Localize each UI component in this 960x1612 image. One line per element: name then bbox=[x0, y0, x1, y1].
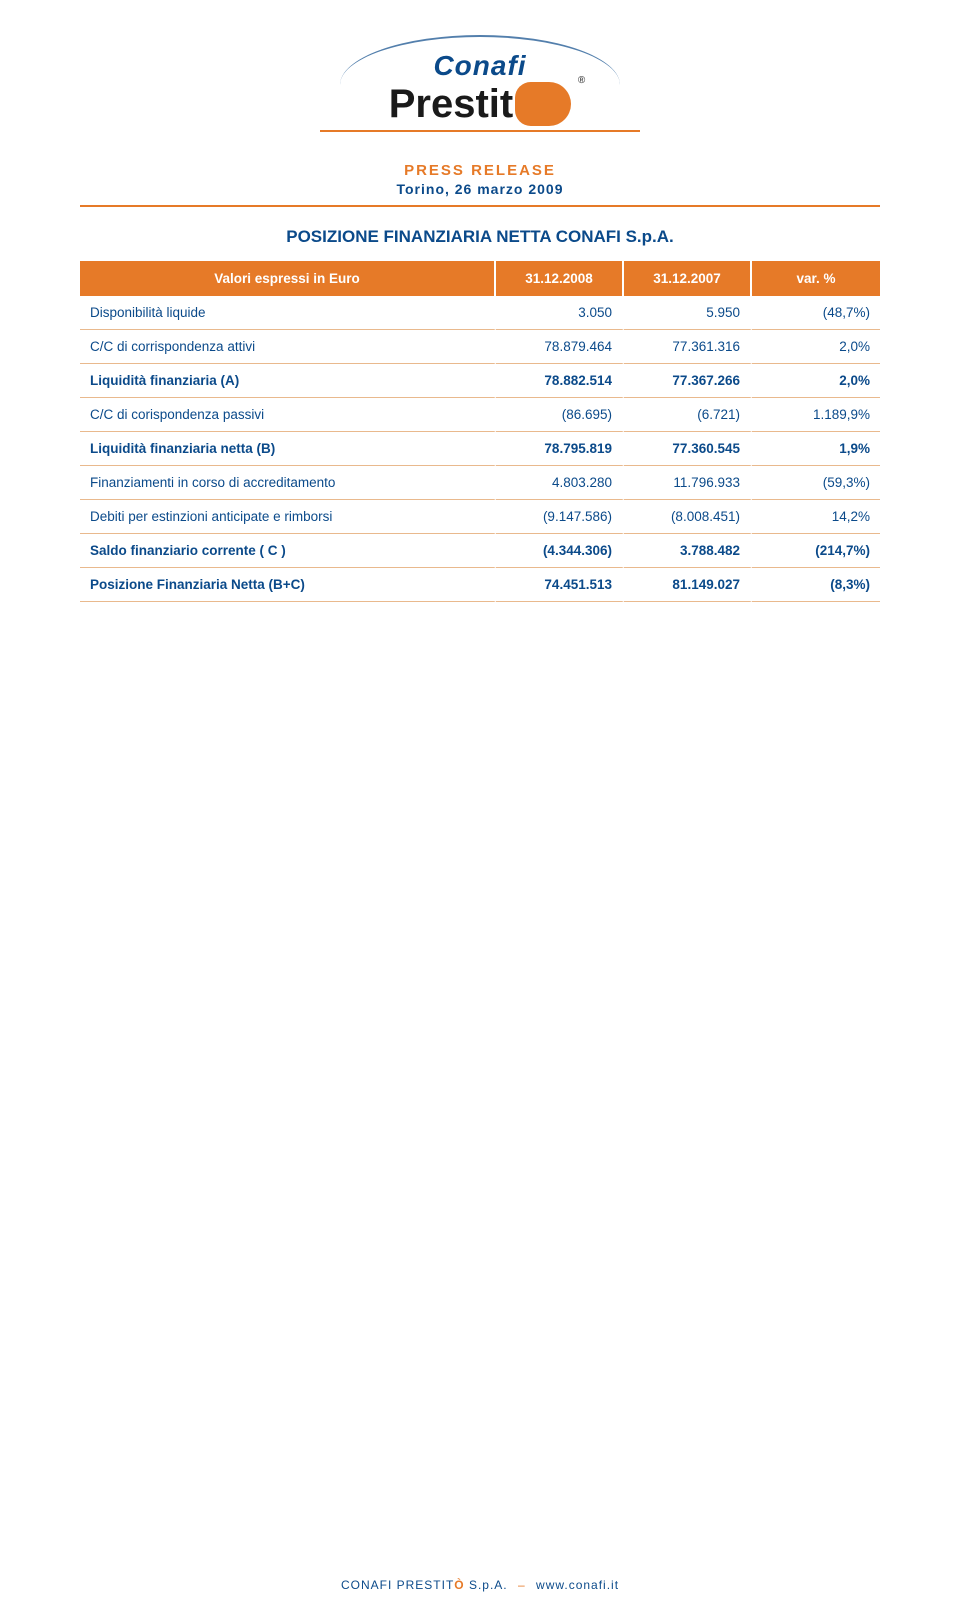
row-value: 78.882.514 bbox=[496, 364, 624, 398]
footer-company-prefix: CONAFI PRESTIT bbox=[341, 1578, 454, 1592]
row-value: 78.879.464 bbox=[496, 330, 624, 364]
footer-url: www.conafi.it bbox=[536, 1578, 619, 1592]
row-label: Finanziamenti in corso di accreditamento bbox=[80, 466, 496, 500]
table-row: Posizione Finanziaria Netta (B+C)74.451.… bbox=[80, 568, 880, 602]
row-value: 74.451.513 bbox=[496, 568, 624, 602]
row-value: 5.950 bbox=[624, 296, 752, 330]
logo-o-icon bbox=[515, 82, 571, 126]
logo: Conafi Prestit bbox=[80, 40, 880, 142]
row-value: (8,3%) bbox=[752, 568, 880, 602]
row-label: Saldo finanziario corrente ( C ) bbox=[80, 534, 496, 568]
row-label: Liquidità finanziaria (A) bbox=[80, 364, 496, 398]
row-value: 4.803.280 bbox=[496, 466, 624, 500]
row-label: Posizione Finanziaria Netta (B+C) bbox=[80, 568, 496, 602]
table-row: C/C di corispondenza passivi(86.695)(6.7… bbox=[80, 398, 880, 432]
footer-company-o: Ò bbox=[454, 1578, 464, 1592]
row-value: 77.360.545 bbox=[624, 432, 752, 466]
row-value: (59,3%) bbox=[752, 466, 880, 500]
table-row: Debiti per estinzioni anticipate e rimbo… bbox=[80, 500, 880, 534]
table-row: Liquidità finanziaria (A)78.882.51477.36… bbox=[80, 364, 880, 398]
row-label: Disponibilità liquide bbox=[80, 296, 496, 330]
row-label: Debiti per estinzioni anticipate e rimbo… bbox=[80, 500, 496, 534]
row-value: 3.050 bbox=[496, 296, 624, 330]
row-value: (214,7%) bbox=[752, 534, 880, 568]
logo-underline bbox=[320, 130, 640, 132]
row-label: Liquidità finanziaria netta (B) bbox=[80, 432, 496, 466]
page: Conafi Prestit PRESS RELEASE Torino, 26 … bbox=[0, 0, 960, 662]
row-value: (48,7%) bbox=[752, 296, 880, 330]
press-date: Torino, 26 marzo 2009 bbox=[80, 181, 880, 197]
table-header-row: Valori espressi in Euro 31.12.2008 31.12… bbox=[80, 261, 880, 296]
row-value: (8.008.451) bbox=[624, 500, 752, 534]
col-header-2007: 31.12.2007 bbox=[624, 261, 752, 296]
col-header-var: var. % bbox=[752, 261, 880, 296]
row-value: 2,0% bbox=[752, 330, 880, 364]
row-value: 78.795.819 bbox=[496, 432, 624, 466]
table-row: Disponibilità liquide3.0505.950(48,7%) bbox=[80, 296, 880, 330]
row-value: (6.721) bbox=[624, 398, 752, 432]
row-value: 3.788.482 bbox=[624, 534, 752, 568]
table-title: POSIZIONE FINANZIARIA NETTA CONAFI S.p.A… bbox=[80, 227, 880, 247]
table-row: Saldo finanziario corrente ( C )(4.344.3… bbox=[80, 534, 880, 568]
row-value: 77.367.266 bbox=[624, 364, 752, 398]
row-value: 2,0% bbox=[752, 364, 880, 398]
press-release-label: PRESS RELEASE bbox=[80, 162, 880, 179]
row-value: 14,2% bbox=[752, 500, 880, 534]
row-value: 81.149.027 bbox=[624, 568, 752, 602]
footer-company-suffix: S.p.A. bbox=[465, 1578, 508, 1592]
row-value: 11.796.933 bbox=[624, 466, 752, 500]
row-value: 77.361.316 bbox=[624, 330, 752, 364]
col-header-label: Valori espressi in Euro bbox=[80, 261, 496, 296]
table-row: Finanziamenti in corso di accreditamento… bbox=[80, 466, 880, 500]
logo-prestit-prefix: Prestit bbox=[389, 84, 514, 124]
row-value: (86.695) bbox=[496, 398, 624, 432]
row-label: C/C di corrispondenza attivi bbox=[80, 330, 496, 364]
row-value: (4.344.306) bbox=[496, 534, 624, 568]
row-value: 1.189,9% bbox=[752, 398, 880, 432]
row-value: (9.147.586) bbox=[496, 500, 624, 534]
header-rule bbox=[80, 205, 880, 207]
table-row: Liquidità finanziaria netta (B)78.795.81… bbox=[80, 432, 880, 466]
row-value: 1,9% bbox=[752, 432, 880, 466]
col-header-2008: 31.12.2008 bbox=[496, 261, 624, 296]
table-row: C/C di corrispondenza attivi78.879.46477… bbox=[80, 330, 880, 364]
page-footer: CONAFI PRESTITÒ S.p.A. – www.conafi.it bbox=[0, 1578, 960, 1592]
logo-text-prestito: Prestit bbox=[320, 82, 640, 126]
footer-dash: – bbox=[518, 1578, 526, 1592]
row-label: C/C di corispondenza passivi bbox=[80, 398, 496, 432]
financial-table: Valori espressi in Euro 31.12.2008 31.12… bbox=[80, 261, 880, 602]
press-header: PRESS RELEASE Torino, 26 marzo 2009 bbox=[80, 162, 880, 197]
